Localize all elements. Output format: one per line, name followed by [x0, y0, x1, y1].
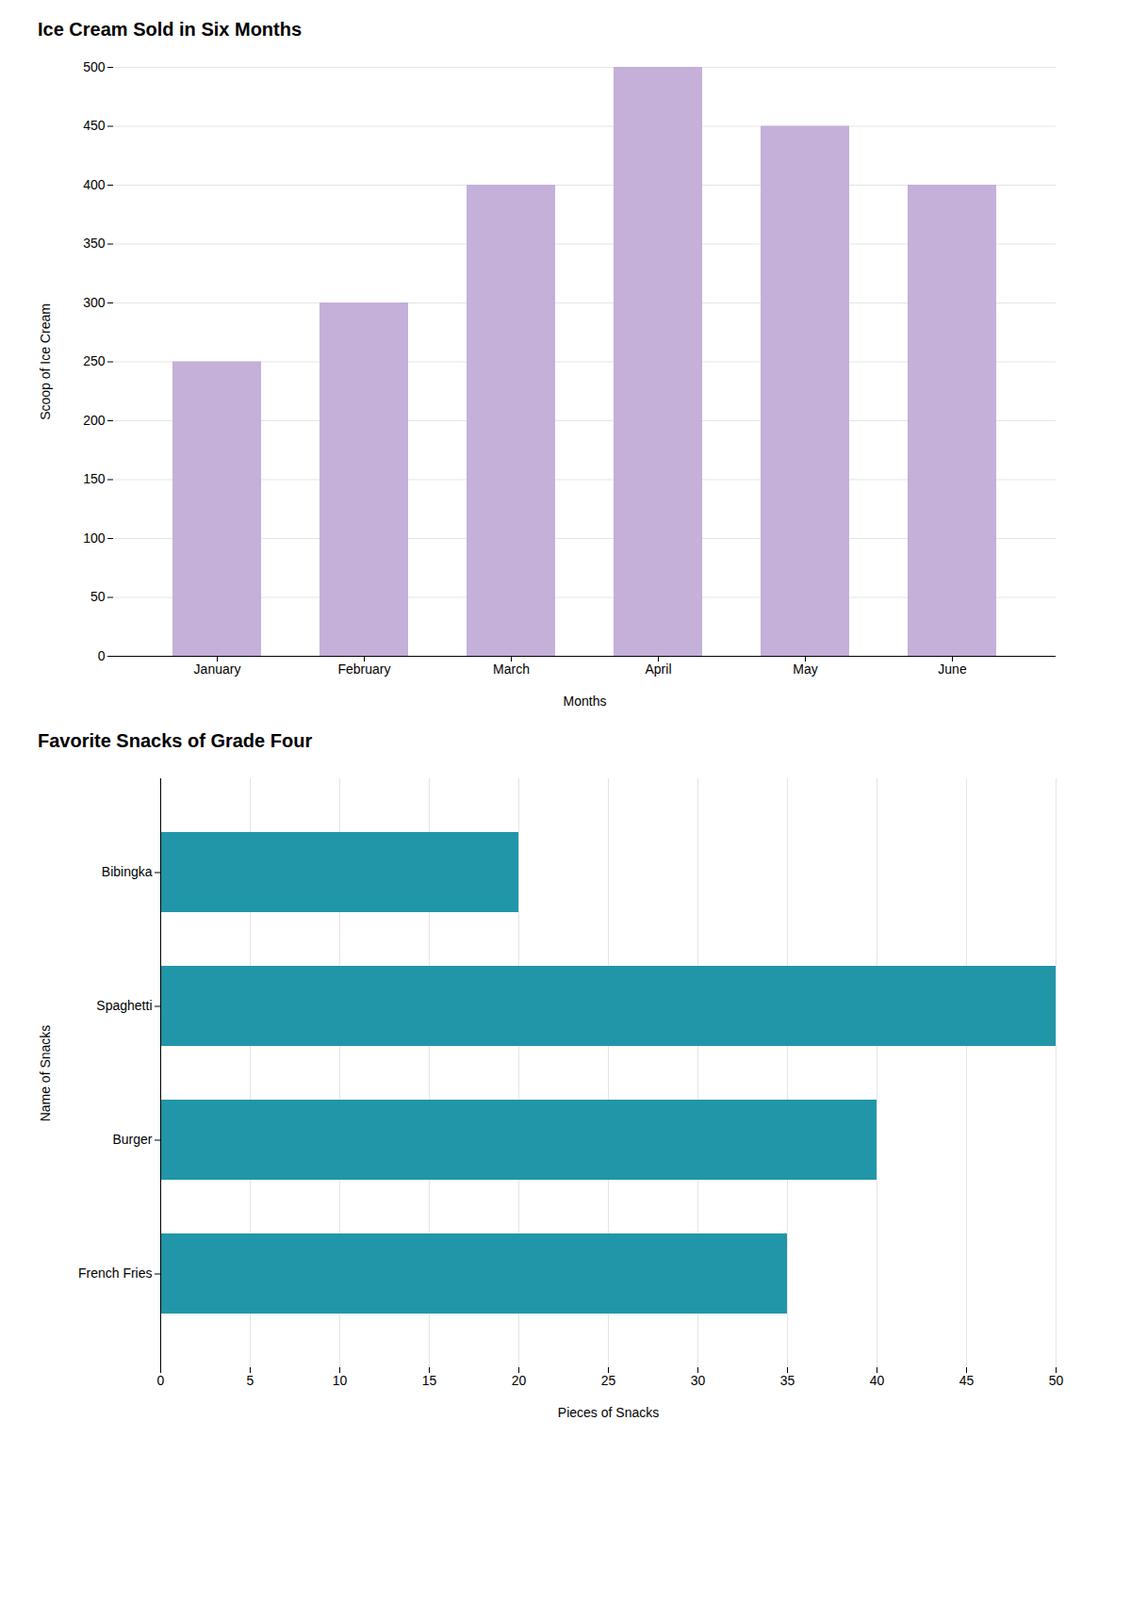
svg-text:50: 50 [1049, 1373, 1065, 1389]
svg-text:30: 30 [690, 1373, 706, 1389]
svg-text:100: 100 [82, 530, 106, 546]
svg-text:March: March [492, 661, 530, 677]
html-text:Ice Cream Sold in Six Months: Ice Cream Sold in Six Months [37, 18, 302, 40]
svg-text:Burger: Burger [112, 1131, 152, 1148]
svg-text:February: February [337, 661, 391, 677]
svg-text:January: January [194, 661, 242, 677]
svg-text:40: 40 [869, 1373, 886, 1389]
svg-text:500: 500 [82, 59, 106, 75]
svg-text:Name of Snacks: Name of Snacks [37, 1025, 53, 1123]
svg-text:350: 350 [82, 235, 106, 251]
svg-text:250: 250 [82, 353, 106, 369]
svg-text:June: June [937, 661, 968, 677]
svg-text:10: 10 [332, 1373, 348, 1389]
svg-text:35: 35 [780, 1373, 796, 1389]
svg-text:Spaghetti: Spaghetti [96, 998, 152, 1014]
svg-text:45: 45 [959, 1373, 975, 1389]
svg-text:0: 0 [98, 648, 106, 664]
svg-text:French Fries: French Fries [78, 1265, 153, 1281]
svg-text:200: 200 [82, 412, 106, 428]
svg-text:May: May [792, 661, 818, 677]
svg-text:Bibingka: Bibingka [101, 864, 153, 880]
svg-text:20: 20 [511, 1373, 527, 1389]
svg-text:50: 50 [90, 589, 106, 605]
svg-text:Scoop of Ice Cream: Scoop of Ice Cream [37, 303, 53, 421]
svg-text:5: 5 [246, 1373, 255, 1389]
svg-text:400: 400 [82, 177, 106, 193]
svg-text:Months: Months [563, 693, 607, 709]
svg-text:300: 300 [82, 295, 106, 311]
svg-text:0: 0 [157, 1373, 165, 1389]
svg-text:150: 150 [82, 471, 106, 487]
svg-text:April: April [644, 661, 672, 677]
svg-text:25: 25 [601, 1373, 617, 1389]
html-text:Favorite Snacks of Grade Four: Favorite Snacks of Grade Four [37, 730, 313, 752]
svg-text:Pieces of Snacks: Pieces of Snacks [557, 1405, 659, 1421]
svg-text:15: 15 [422, 1373, 438, 1389]
svg-text:450: 450 [82, 117, 106, 133]
